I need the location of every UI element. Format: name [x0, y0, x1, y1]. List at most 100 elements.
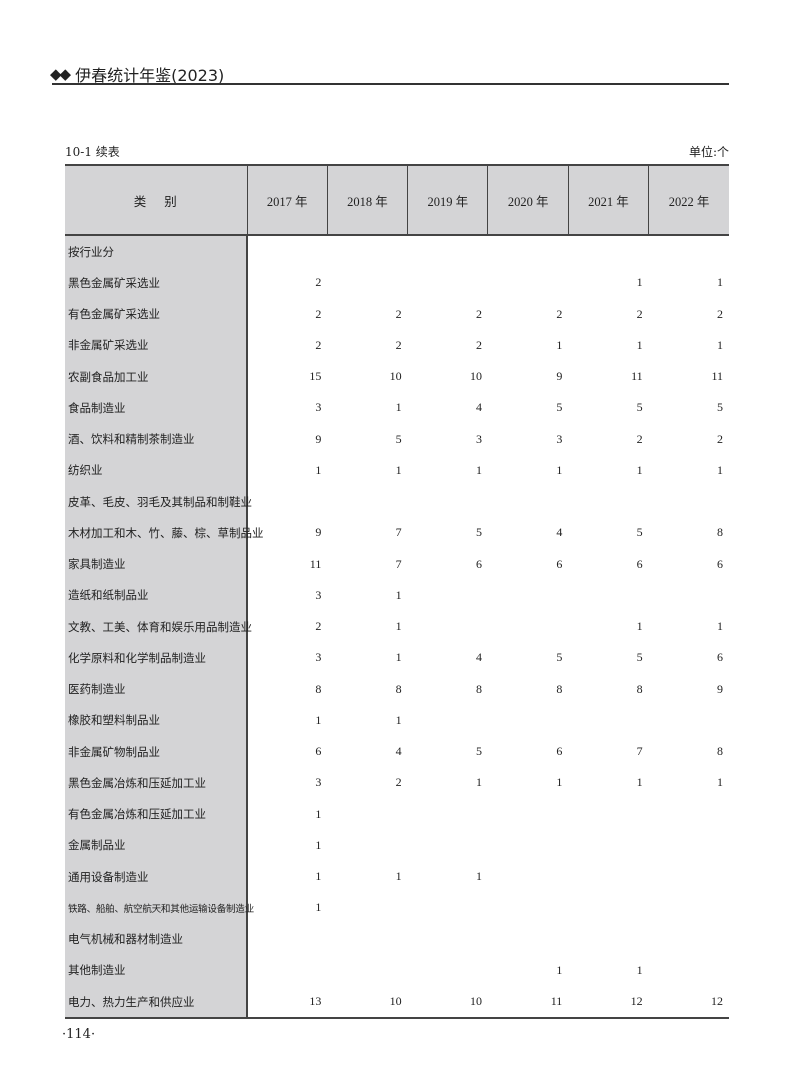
- table-cell: 1: [395, 712, 402, 727]
- table-cell: 11: [309, 556, 322, 571]
- table-cell: [327, 830, 407, 861]
- table-row: 有色金属冶炼和压延加工业 1: [65, 798, 729, 830]
- row-category: 金属制品业: [65, 829, 248, 861]
- table-cell: [408, 267, 488, 298]
- table-cell: 1: [315, 806, 322, 821]
- table-cell: 5: [717, 400, 723, 415]
- table-cell: [568, 892, 648, 923]
- row-category: 家具制造业: [65, 548, 248, 580]
- table-row: 黑色金属冶炼和压延加工业 3 2 1 1 1 1: [65, 767, 729, 799]
- table-cell: 12: [648, 986, 729, 1020]
- table-cell: 1: [475, 775, 482, 790]
- table-cell: 13: [247, 986, 328, 1020]
- table-cell: 2: [556, 306, 563, 321]
- column-header-year: 2022 年: [648, 164, 729, 236]
- table-cell: 8: [475, 681, 482, 696]
- table-row: 家具制造业 11 7 6 6 6 6: [65, 548, 729, 580]
- table-cell: 5: [636, 525, 643, 540]
- running-head: ◆◆ 伊春统计年鉴(2023): [50, 62, 224, 86]
- table-cell: [247, 955, 327, 986]
- table-cell: 1: [395, 869, 402, 884]
- row-category: 电力、热力生产和供应业: [65, 986, 248, 1020]
- table-cell: [327, 486, 407, 517]
- table-row: 其他制造业 1 1: [65, 954, 729, 986]
- table-cell: [247, 924, 327, 955]
- table-cell: 4: [395, 744, 402, 759]
- table-cell: [327, 924, 407, 955]
- table-cell: [408, 580, 488, 611]
- table-cell: [408, 892, 488, 923]
- table-unit: 单位:个: [688, 145, 729, 159]
- row-category: 有色金属冶炼和压延加工业: [65, 798, 248, 830]
- table-cell: [649, 924, 729, 955]
- table-cell: [327, 955, 407, 986]
- table-cell: 1: [395, 587, 402, 602]
- table-cell: 7: [395, 556, 402, 571]
- table-cell: 9: [315, 525, 322, 540]
- table-cell: 1: [717, 619, 723, 634]
- table-cell: 12: [568, 986, 649, 1020]
- table-cell: 1: [395, 619, 402, 634]
- row-category: 有色金属矿采选业: [65, 298, 248, 330]
- row-category: 酒、饮料和精制茶制造业: [65, 423, 248, 455]
- table-cell: 1: [475, 869, 482, 884]
- table-cell: 2: [315, 275, 322, 290]
- table-cell: 2: [636, 431, 643, 446]
- table-cell: [327, 235, 407, 267]
- table-cell: [568, 235, 648, 267]
- table-cell: 8: [556, 681, 563, 696]
- table-cell: 10: [389, 369, 402, 384]
- table-cell: 3: [315, 775, 322, 790]
- table-cell: 2: [315, 619, 322, 634]
- table-cell: 11: [631, 369, 643, 384]
- table-cell: 7: [636, 744, 643, 759]
- table-row: 电气机械和器材制造业: [65, 923, 729, 955]
- table-cell: 5: [636, 400, 643, 415]
- table-cell: 5: [395, 431, 402, 446]
- column-header-category: 类别: [65, 164, 247, 236]
- row-category: 橡胶和塑料制品业: [65, 704, 248, 736]
- column-header-year: 2018 年: [326, 164, 408, 236]
- table-cell: [649, 580, 729, 611]
- table-cell: 1: [315, 869, 322, 884]
- table-cell: [649, 955, 729, 986]
- table-cell: [408, 799, 488, 830]
- row-category: 黑色金属矿采选业: [65, 267, 248, 299]
- table-cell: [247, 235, 327, 267]
- diamond-ornament-icon: ◆◆: [50, 65, 71, 83]
- table-cell: 8: [315, 681, 322, 696]
- row-category: 铁路、船舶、航空航天和其他运输设备制造业: [65, 892, 254, 924]
- table-cell: 1: [717, 275, 723, 290]
- table-cell: 1: [315, 837, 322, 852]
- table-cell: [568, 705, 648, 736]
- table-cell: [649, 830, 729, 861]
- table-cell: [488, 267, 568, 298]
- page-number: ·114·: [62, 1027, 96, 1042]
- table-cell: [488, 611, 568, 642]
- table-cell: [408, 611, 488, 642]
- table-row: 文教、工美、体育和娱乐用品制造业 2 1 1 1: [65, 611, 729, 643]
- row-category: 其他制造业: [65, 954, 248, 986]
- table-row: 纺织业 1 1 1 1 1 1: [65, 454, 729, 486]
- table-cell: 6: [556, 556, 563, 571]
- table-cell: 2: [315, 337, 322, 352]
- table-cell: 1: [315, 462, 322, 477]
- table-cell: 10: [407, 986, 488, 1020]
- table-row: 金属制品业 1: [65, 829, 729, 861]
- table-row: 通用设备制造业 1 1 1: [65, 861, 729, 893]
- table-cell: 1: [636, 775, 643, 790]
- table-cell: 1: [315, 712, 322, 727]
- yearbook-title: 伊春统计年鉴(2023): [75, 66, 225, 85]
- table-row: 造纸和纸制品业 3 1: [65, 579, 729, 611]
- table-cell: 5: [636, 650, 643, 665]
- table-cell: 5: [556, 650, 563, 665]
- row-category: 化学原料和化学制品制造业: [65, 642, 248, 674]
- table-row: 电力、热力生产和供应业 13 10 10 11 12 12: [65, 986, 729, 1020]
- table-cell: 5: [475, 525, 482, 540]
- table-cell: 8: [717, 744, 723, 759]
- row-category: 纺织业: [65, 454, 248, 486]
- table-row: 食品制造业 3 1 4 5 5 5: [65, 392, 729, 424]
- table-row: 有色金属矿采选业 2 2 2 2 2 2: [65, 298, 729, 330]
- table-row: 酒、饮料和精制茶制造业 9 5 3 3 2 2: [65, 423, 729, 455]
- table-cell: 3: [315, 650, 322, 665]
